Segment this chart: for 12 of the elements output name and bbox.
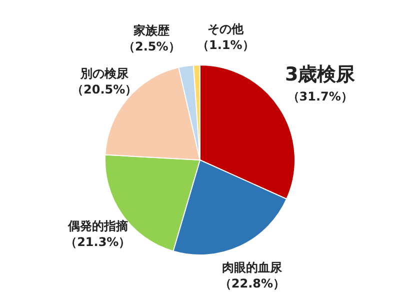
data-label: （20.5%） (72, 82, 138, 96)
data-label: （2.5%） (122, 39, 180, 54)
data-label: （31.7%） (287, 89, 353, 104)
slice-label: 3歳検尿 (284, 63, 356, 86)
data-label: （1.1%） (196, 38, 254, 52)
slice-label: 偶発的指摘 (66, 219, 128, 234)
slice-label: 別の検尿 (79, 66, 130, 80)
slice-label: 肉眼的血尿 (222, 260, 284, 275)
slice-label: その他 (208, 22, 245, 36)
data-label: （21.3%） (65, 235, 131, 250)
slice-label: 家族歴 (132, 23, 171, 38)
data-label: （22.8%） (219, 276, 286, 291)
